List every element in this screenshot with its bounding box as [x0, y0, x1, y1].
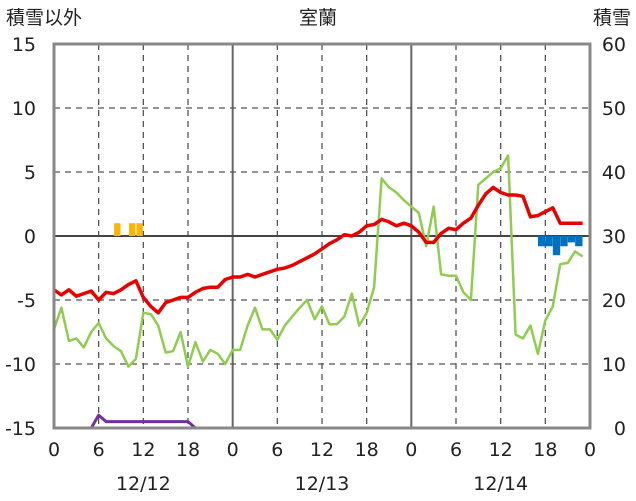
x-tick: 12: [489, 439, 513, 461]
x-tick: 18: [176, 439, 200, 461]
x-tick: 0: [584, 439, 596, 461]
y-ticks-right: 60 50 40 30 20 10 0: [602, 34, 626, 440]
y-axis-right-label: 積雪: [593, 7, 631, 29]
precip-bar: [129, 223, 136, 236]
date-labels: 12/12 12/13 12/14: [116, 473, 528, 495]
y-tick-left: -5: [17, 290, 36, 312]
negative-bar: [560, 236, 568, 247]
x-tick: 18: [533, 439, 557, 461]
negative-bar: [537, 236, 546, 247]
chart-title: 室蘭: [299, 7, 337, 29]
x-tick: 18: [355, 439, 379, 461]
y-tick-left: -15: [5, 418, 36, 440]
y-tick-left: 0: [24, 226, 36, 248]
precip-bar: [136, 223, 143, 236]
precip-bar: [114, 223, 121, 236]
y-tick-right: 20: [602, 290, 626, 312]
date-label: 12/13: [295, 473, 350, 495]
y-tick-right: 10: [602, 354, 626, 376]
x-tick: 0: [405, 439, 417, 461]
x-tick: 12: [310, 439, 334, 461]
y-tick-left: 10: [12, 98, 36, 120]
y-tick-right: 50: [602, 98, 626, 120]
x-tick: 6: [93, 439, 105, 461]
date-label: 12/12: [116, 473, 171, 495]
x-tick: 6: [271, 439, 283, 461]
y-tick-right: 0: [614, 418, 626, 440]
y-tick-right: 60: [602, 34, 626, 56]
negative-bars: [537, 236, 583, 256]
precip-bars: [114, 223, 143, 236]
x-tick: 0: [48, 439, 60, 461]
y-tick-left: 5: [24, 162, 36, 184]
negative-bar: [545, 236, 553, 247]
temperature-line: [53, 185, 583, 315]
x-ticks: 0 6 12 18 0 6 12 18 0 6 12 18 0: [48, 439, 596, 461]
plot-frame: [52, 42, 592, 430]
y-tick-right: 40: [602, 162, 626, 184]
y-ticks-left: 15 10 5 0 -5 -10 -15: [5, 34, 36, 440]
green-series-line: [52, 154, 584, 368]
y-tick-left: -10: [5, 354, 36, 376]
y-tick-right: 30: [602, 226, 626, 248]
date-label: 12/14: [473, 473, 528, 495]
y-tick-left: 15: [12, 34, 36, 56]
x-tick: 6: [450, 439, 462, 461]
x-tick: 0: [227, 439, 239, 461]
x-tick: 12: [131, 439, 155, 461]
negative-bar: [552, 236, 561, 256]
y-axis-left-label: 積雪以外: [6, 7, 82, 29]
negative-bar: [567, 236, 576, 243]
negative-bar: [575, 236, 583, 247]
